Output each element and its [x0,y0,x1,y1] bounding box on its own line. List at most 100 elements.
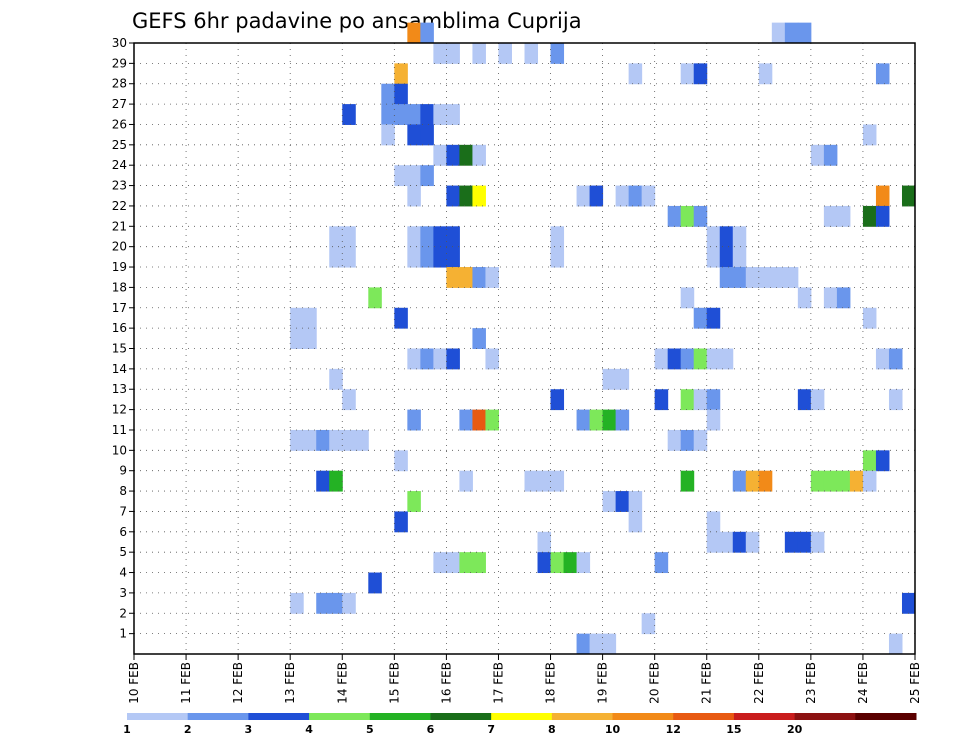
precip-cell [420,348,434,370]
x-tick-label: 12 FEB [231,662,245,704]
y-tick-label: 22 [112,199,127,213]
precip-cell [810,531,825,553]
precip-cell [550,246,565,268]
x-tick-label: 16 FEB [439,662,453,704]
precip-cell [628,63,643,85]
y-tick-label: 20 [112,240,127,254]
precip-cell [329,226,343,248]
precip-cell [420,246,434,268]
y-tick-label: 5 [119,545,127,559]
precip-cell [745,531,760,553]
precip-cell [706,511,721,533]
precip-cell [797,22,812,44]
precip-cell [459,470,473,492]
x-tick-label: 14 FEB [335,662,349,704]
y-tick-label: 2 [119,606,127,620]
precip-cell [615,409,630,431]
precip-cell [329,246,343,268]
precip-cell [888,348,903,370]
precip-cell [303,429,317,451]
y-tick-label: 14 [112,362,127,376]
y-tick-label: 21 [112,219,127,233]
precip-cell [719,267,734,288]
precip-cell [537,470,552,492]
y-tick-label: 13 [112,382,127,396]
precip-cell [459,552,473,574]
precip-cell [394,165,408,187]
precip-cell [784,267,799,288]
y-tick-label: 27 [112,97,127,111]
precip-cell [329,470,343,492]
precip-cell [446,552,460,574]
precip-cell [732,470,747,492]
precip-cell [537,552,552,574]
precip-cell [420,226,434,248]
y-axis-ticks: 1234567891011121314151617181920212223242… [112,36,134,641]
precip-cell [862,205,877,227]
legend-swatch [612,713,674,720]
precip-cell [342,246,356,268]
legend-label: 3 [245,723,253,736]
precip-cell [641,185,656,207]
x-tick-label: 19 FEB [596,662,610,704]
precip-cell [290,592,304,614]
precip-cell [875,185,890,207]
y-tick-label: 11 [112,423,127,437]
precip-cell [472,328,486,349]
precip-cell [576,409,591,431]
precip-cell [459,267,473,288]
precip-cell [745,470,760,492]
precip-cell [758,63,773,85]
precip-cell [654,348,669,370]
precip-cell [862,450,877,472]
precip-cell [576,185,591,207]
precip-cell [446,226,460,248]
legend-label: 8 [548,723,556,736]
precip-cell [589,633,604,655]
precip-cell [329,592,343,614]
precip-cell [485,409,499,431]
precip-cell [342,389,356,411]
precip-cell [433,144,447,166]
precip-cell [433,552,447,574]
precip-cell [407,491,421,512]
precip-cell [394,511,408,533]
y-tick-label: 15 [112,342,127,356]
precip-cell [355,429,369,451]
legend-swatch [855,713,917,720]
precip-cell [446,348,460,370]
precip-cell [420,22,434,44]
precip-cell [823,205,838,227]
precip-cell [862,470,877,492]
precip-cell [888,389,903,411]
y-tick-label: 8 [119,484,127,498]
precip-cell [342,104,356,125]
x-tick-label: 20 FEB [648,662,662,704]
precip-cell [550,226,565,248]
y-tick-label: 26 [112,117,127,131]
x-tick-label: 18 FEB [544,662,558,704]
precip-cell [472,409,486,431]
chart-title: GEFS 6hr padavine po ansamblima Cuprija [132,9,582,33]
precip-cell [394,450,408,472]
precip-cell [745,267,760,288]
legend-swatch [369,713,431,720]
precip-cell [706,348,721,370]
precip-cell [901,185,916,207]
precip-cell [810,470,825,492]
precip-cell [550,43,565,64]
precip-cell [589,185,604,207]
grid-lines [134,42,915,654]
legend-label: 2 [184,723,192,736]
precip-cell [862,307,877,329]
heatmap-cells [290,22,916,655]
precip-cell [732,226,747,248]
precip-cell [381,83,395,105]
precip-cell [407,165,421,187]
precip-cell [303,307,317,329]
x-tick-label: 23 FEB [804,662,818,704]
y-tick-label: 7 [119,504,127,518]
precip-cell [407,104,421,125]
precip-cell [407,124,421,146]
